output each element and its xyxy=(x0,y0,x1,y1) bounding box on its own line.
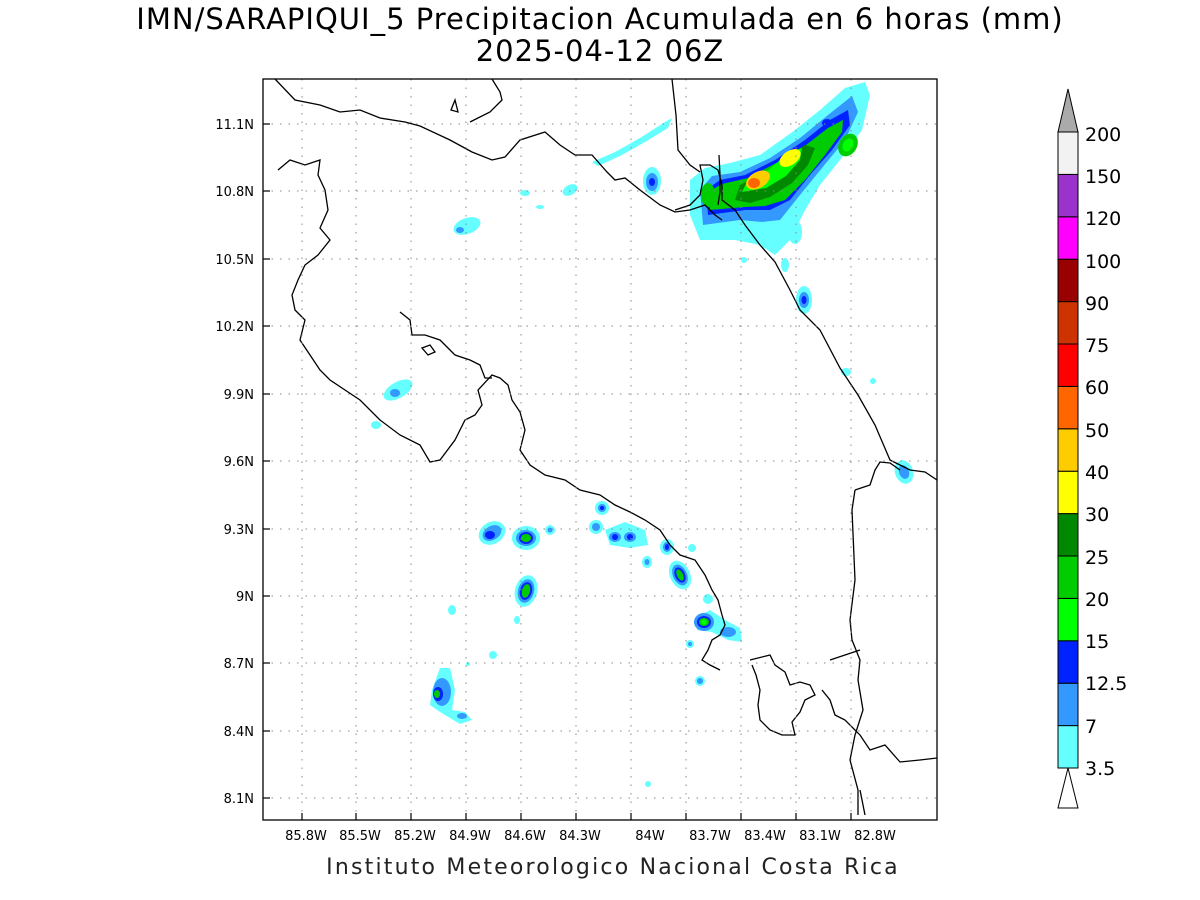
colorbar-boxes xyxy=(1057,131,1079,769)
colorbar-box xyxy=(1057,385,1079,430)
colorbar-box xyxy=(1057,173,1079,218)
lat-label: 8.7N xyxy=(224,657,254,672)
precip-cell-south xyxy=(430,668,472,724)
precip-band-pacific xyxy=(448,501,742,787)
colorbar-box xyxy=(1057,470,1079,515)
map-frame xyxy=(262,78,938,821)
lat-label: 9.6N xyxy=(224,455,254,470)
precip-band-north xyxy=(592,118,672,166)
colorbar-box xyxy=(1057,216,1079,260)
lon-label: 82.8W xyxy=(854,829,896,844)
lat-labels: 11.1N 10.8N 10.5N 10.2N 9.9N 9.6N 9.3N 9… xyxy=(215,118,254,807)
lon-label: 83.1W xyxy=(799,829,841,844)
map-grid xyxy=(263,79,937,820)
lat-label: 10.5N xyxy=(215,253,254,268)
colorbar-label: 40 xyxy=(1085,462,1109,484)
lon-label: 84.3W xyxy=(559,829,601,844)
lon-label: 84W xyxy=(635,829,665,844)
lon-label: 84.9W xyxy=(449,829,491,844)
lat-label: 9.3N xyxy=(224,523,254,538)
coastlines xyxy=(274,79,937,816)
map-title: IMN/SARAPIQUI_5 Precipitacion Acumulada … xyxy=(136,2,1064,36)
colorbar-box xyxy=(1057,513,1079,557)
lon-label: 85.8W xyxy=(285,829,327,844)
lon-labels: 85.8W 85.5W 85.2W 84.9W 84.6W 84.3W 84W … xyxy=(285,829,896,844)
colorbar: 3.5 7 12.5 15 20 25 30 40 50 60 75 90 10… xyxy=(1057,88,1127,809)
lat-label: 11.1N xyxy=(215,118,254,133)
colorbar-label: 3.5 xyxy=(1085,758,1115,780)
colorbar-label: 12.5 xyxy=(1085,673,1127,695)
colorbar-label: 75 xyxy=(1085,335,1109,357)
lat-label: 10.2N xyxy=(215,320,254,335)
lon-label: 83.7W xyxy=(689,829,731,844)
colorbar-box xyxy=(1057,131,1079,175)
colorbar-box xyxy=(1057,725,1079,769)
colorbar-label: 20 xyxy=(1085,589,1109,611)
colorbar-box xyxy=(1057,258,1079,303)
colorbar-label: 60 xyxy=(1085,377,1109,399)
colorbar-label: 50 xyxy=(1085,420,1109,442)
colorbar-label: 100 xyxy=(1085,251,1121,273)
colorbar-label: 200 xyxy=(1085,124,1121,146)
colorbar-box xyxy=(1057,682,1079,727)
lat-label: 9N xyxy=(236,590,254,605)
colorbar-box xyxy=(1057,555,1079,599)
colorbar-box xyxy=(1057,343,1079,387)
colorbar-box xyxy=(1057,597,1079,642)
colorbar-label: 90 xyxy=(1085,293,1109,315)
colorbar-under-arrow xyxy=(1057,767,1079,809)
colorbar-label: 15 xyxy=(1085,631,1109,653)
lon-label: 85.2W xyxy=(394,829,436,844)
colorbar-box xyxy=(1057,301,1079,345)
colorbar-box xyxy=(1057,640,1079,684)
lon-label: 85.5W xyxy=(339,829,381,844)
colorbar-label: 120 xyxy=(1085,208,1121,230)
colorbar-label: 25 xyxy=(1085,547,1109,569)
lat-label: 8.1N xyxy=(224,792,254,807)
lat-label: 8.4N xyxy=(224,725,254,740)
axis-ticks xyxy=(263,123,852,820)
lon-label: 84.6W xyxy=(504,829,546,844)
map-datetime: 2025-04-12 06Z xyxy=(475,34,725,68)
footer-credit: Instituto Meteorologico Nacional Costa R… xyxy=(326,855,900,880)
colorbar-box xyxy=(1057,428,1079,472)
lat-label: 10.8N xyxy=(215,185,254,200)
precip-field xyxy=(371,82,914,787)
lat-label: 9.9N xyxy=(224,388,254,403)
lon-label: 83.4W xyxy=(744,829,786,844)
colorbar-label: 30 xyxy=(1085,504,1109,526)
colorbar-label: 7 xyxy=(1085,716,1097,738)
colorbar-label: 150 xyxy=(1085,166,1121,188)
colorbar-over-arrow xyxy=(1057,88,1079,133)
